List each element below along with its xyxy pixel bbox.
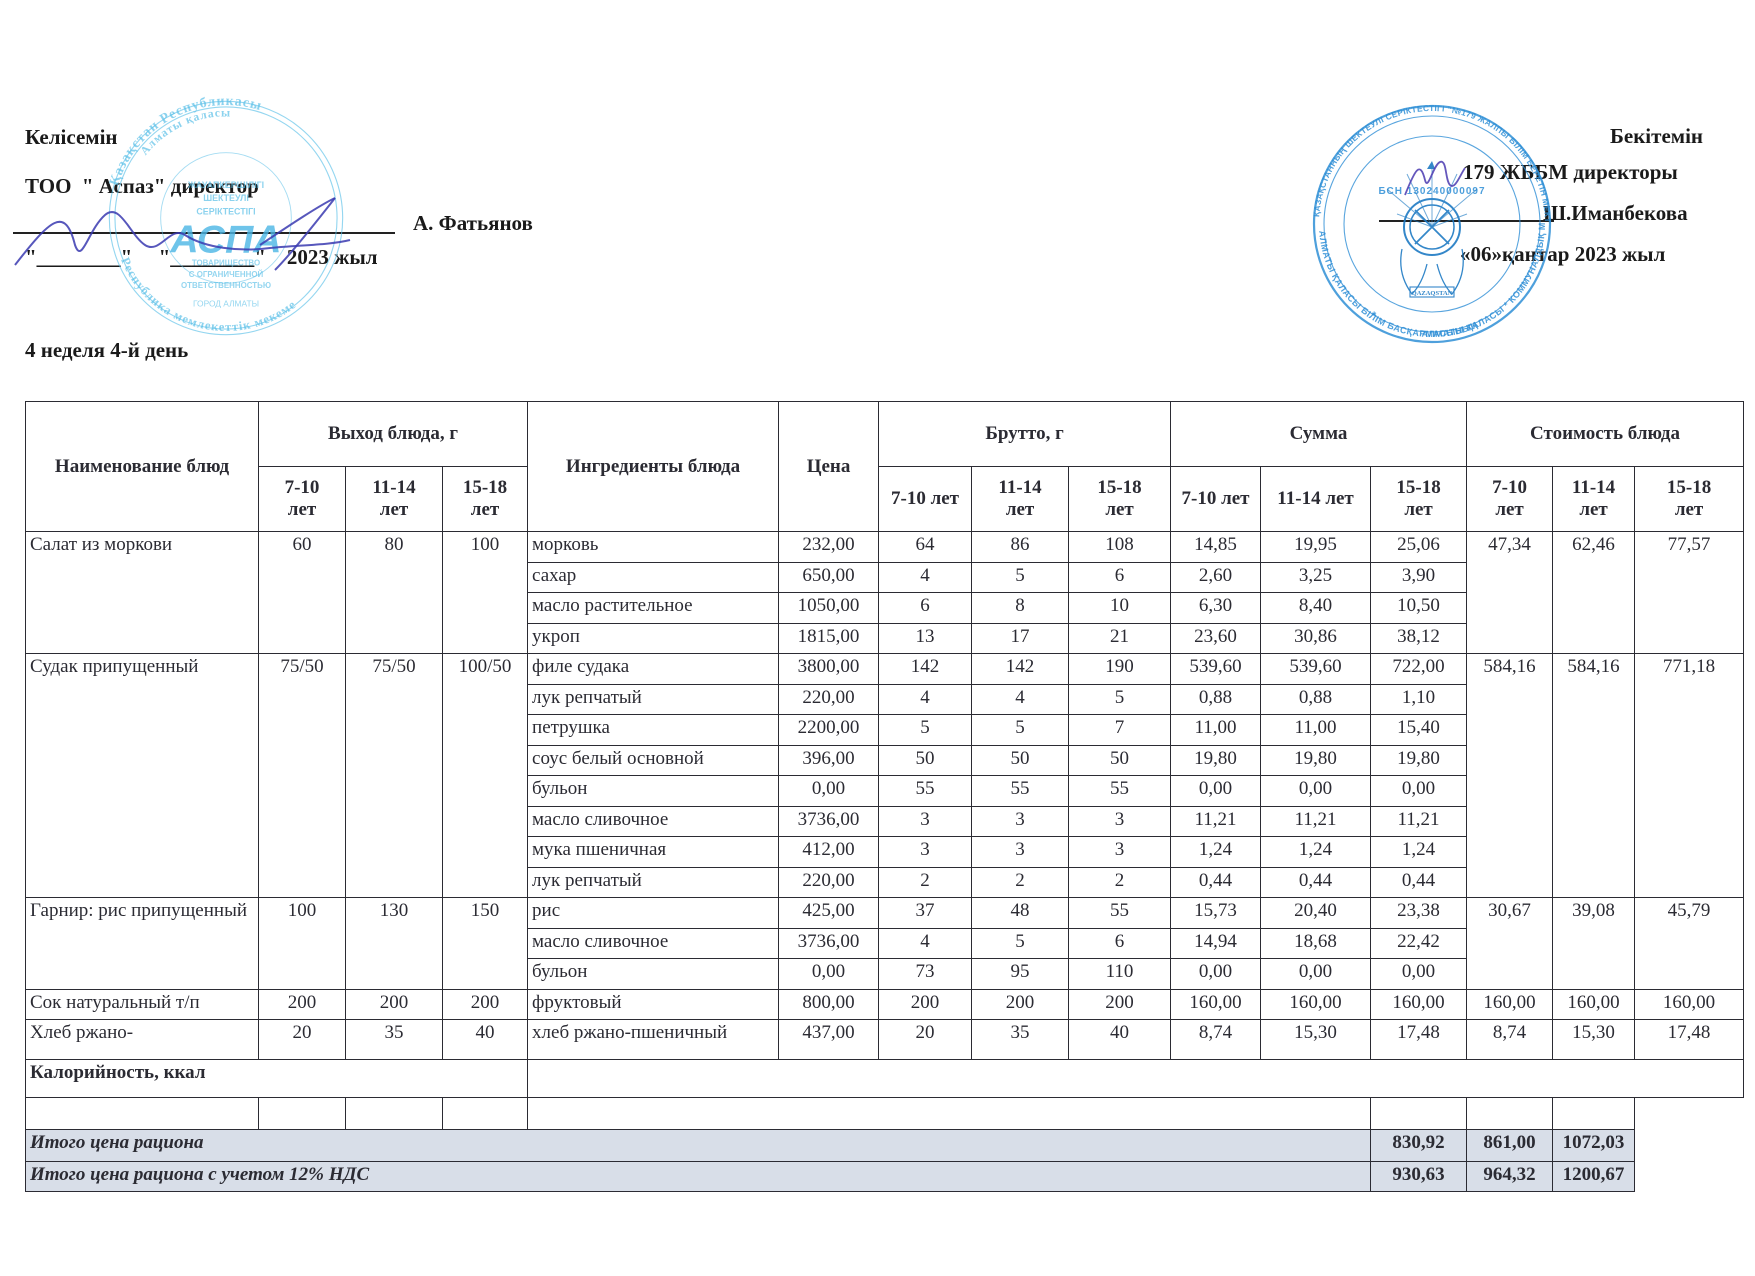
svg-text:ОТВЕТСТВЕННОСТЬЮ: ОТВЕТСТВЕННОСТЬЮ xyxy=(181,281,271,290)
svg-text:*: * xyxy=(1372,310,1377,322)
svg-text:QAZAQSTAN: QAZAQSTAN xyxy=(1412,290,1453,297)
svg-text:ЖАУАПКЕРШІЛІГІ: ЖАУАПКЕРШІЛІГІ xyxy=(187,180,264,190)
svg-text:ГОРОД АЛМАТЫ: ГОРОД АЛМАТЫ xyxy=(193,299,259,309)
svg-text:Қазақстан Республикасы: Қазақстан Республикасы xyxy=(107,94,264,188)
svg-text:АЛМАТЫ ҚАЛАСЫ БІЛІМ БАСҚАРМАСЫ: АЛМАТЫ ҚАЛАСЫ БІЛІМ БАСҚАРМАСЫНЫҢ xyxy=(1317,230,1479,339)
